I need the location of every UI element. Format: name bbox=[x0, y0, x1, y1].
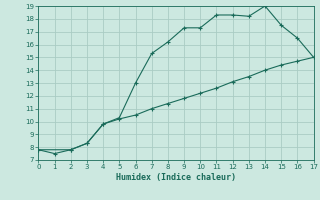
X-axis label: Humidex (Indice chaleur): Humidex (Indice chaleur) bbox=[116, 173, 236, 182]
